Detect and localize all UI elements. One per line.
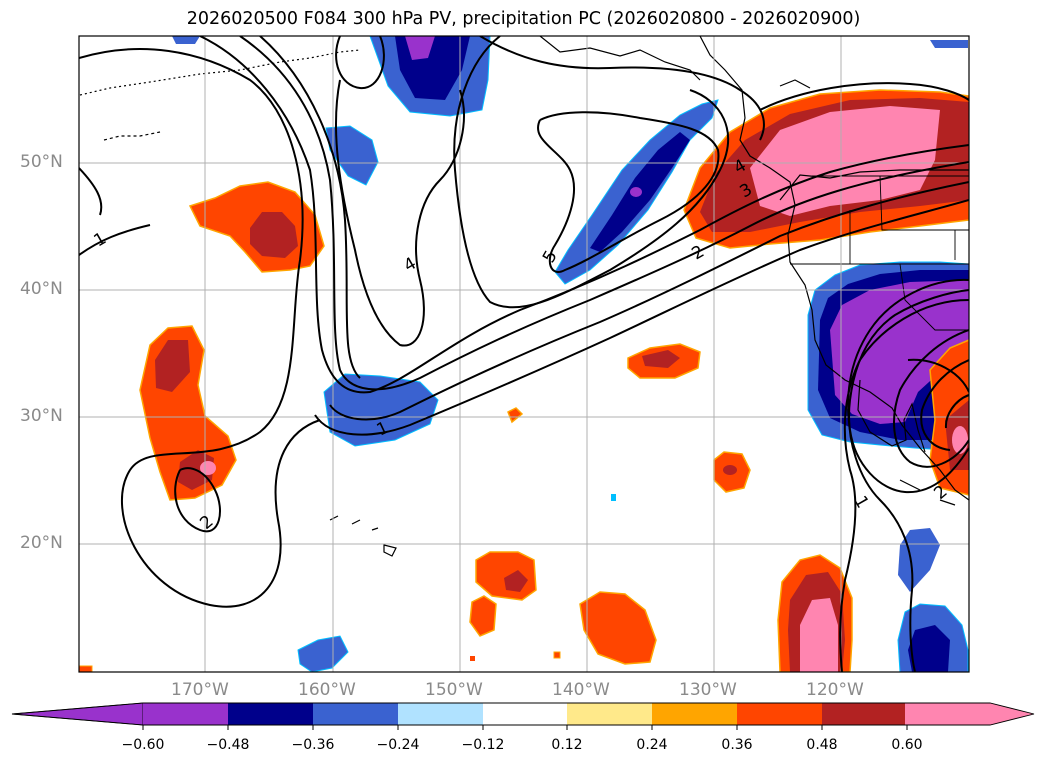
negative-anomaly-diagonal-band <box>554 99 719 285</box>
colorbar-tick-label: 0.12 <box>551 737 583 753</box>
lat-tick-label: 50°N <box>20 152 63 172</box>
lon-tick-label: 120°W <box>806 680 864 700</box>
colorbar-tick-label: −0.36 <box>291 737 335 753</box>
coastlines <box>79 36 969 557</box>
colorbar-tick-label: −0.24 <box>376 737 420 753</box>
negative-anomaly-mid-pacific <box>323 373 439 447</box>
lon-tick-label: 150°W <box>425 680 483 700</box>
lat-tick-label: 30°N <box>20 406 63 426</box>
colorbar-tick-label: −0.48 <box>206 737 250 753</box>
colorbar-segment <box>143 703 228 725</box>
colorbar-tick-label: −0.12 <box>461 737 505 753</box>
lon-tick-label: 170°W <box>171 680 229 700</box>
lon-tick-label: 140°W <box>552 680 610 700</box>
negative-anomaly-small-north <box>172 36 968 48</box>
colorbar-segment <box>737 703 822 725</box>
colorbar-segment <box>822 703 907 725</box>
map-content: 1 2 4 5 2 3 4 1 1 2 <box>79 36 969 672</box>
colorbar-extend-high <box>905 703 1034 725</box>
positive-anomaly-small-pacific <box>507 343 751 493</box>
colorbar <box>11 702 1035 730</box>
colorbar-tick-label: 0.48 <box>806 737 838 753</box>
page-title: 2026020500 F084 300 hPa PV, precipitatio… <box>186 9 861 29</box>
colorbar-tick-label: −0.60 <box>121 737 165 753</box>
positive-anomaly-south-pacific <box>79 551 853 672</box>
colorbar-tick-label: 0.36 <box>721 737 753 753</box>
lat-tick-label: 40°N <box>20 279 63 299</box>
pv-contours <box>79 36 969 672</box>
map-frame <box>78 35 970 673</box>
lon-tick-label: 130°W <box>679 680 737 700</box>
colorbar-segment <box>483 703 567 725</box>
positive-anomaly-pacific-northwest <box>683 89 969 249</box>
colorbar-tick-label: 0.24 <box>636 737 668 753</box>
colorbar-segment <box>398 703 483 725</box>
colorbar-extend-low <box>11 702 144 726</box>
positive-anomaly-west-central <box>188 181 325 273</box>
borders <box>790 175 969 331</box>
colorbar-tick-label: 0.60 <box>891 737 923 753</box>
colorbar-segment <box>313 703 398 725</box>
lon-tick-label: 160°W <box>298 680 356 700</box>
colorbar-segment <box>567 703 652 725</box>
colorbar-segment <box>228 703 313 725</box>
lat-tick-label: 20°N <box>20 533 63 553</box>
colorbar-ticks <box>142 725 908 730</box>
colorbar-segment <box>652 703 737 725</box>
